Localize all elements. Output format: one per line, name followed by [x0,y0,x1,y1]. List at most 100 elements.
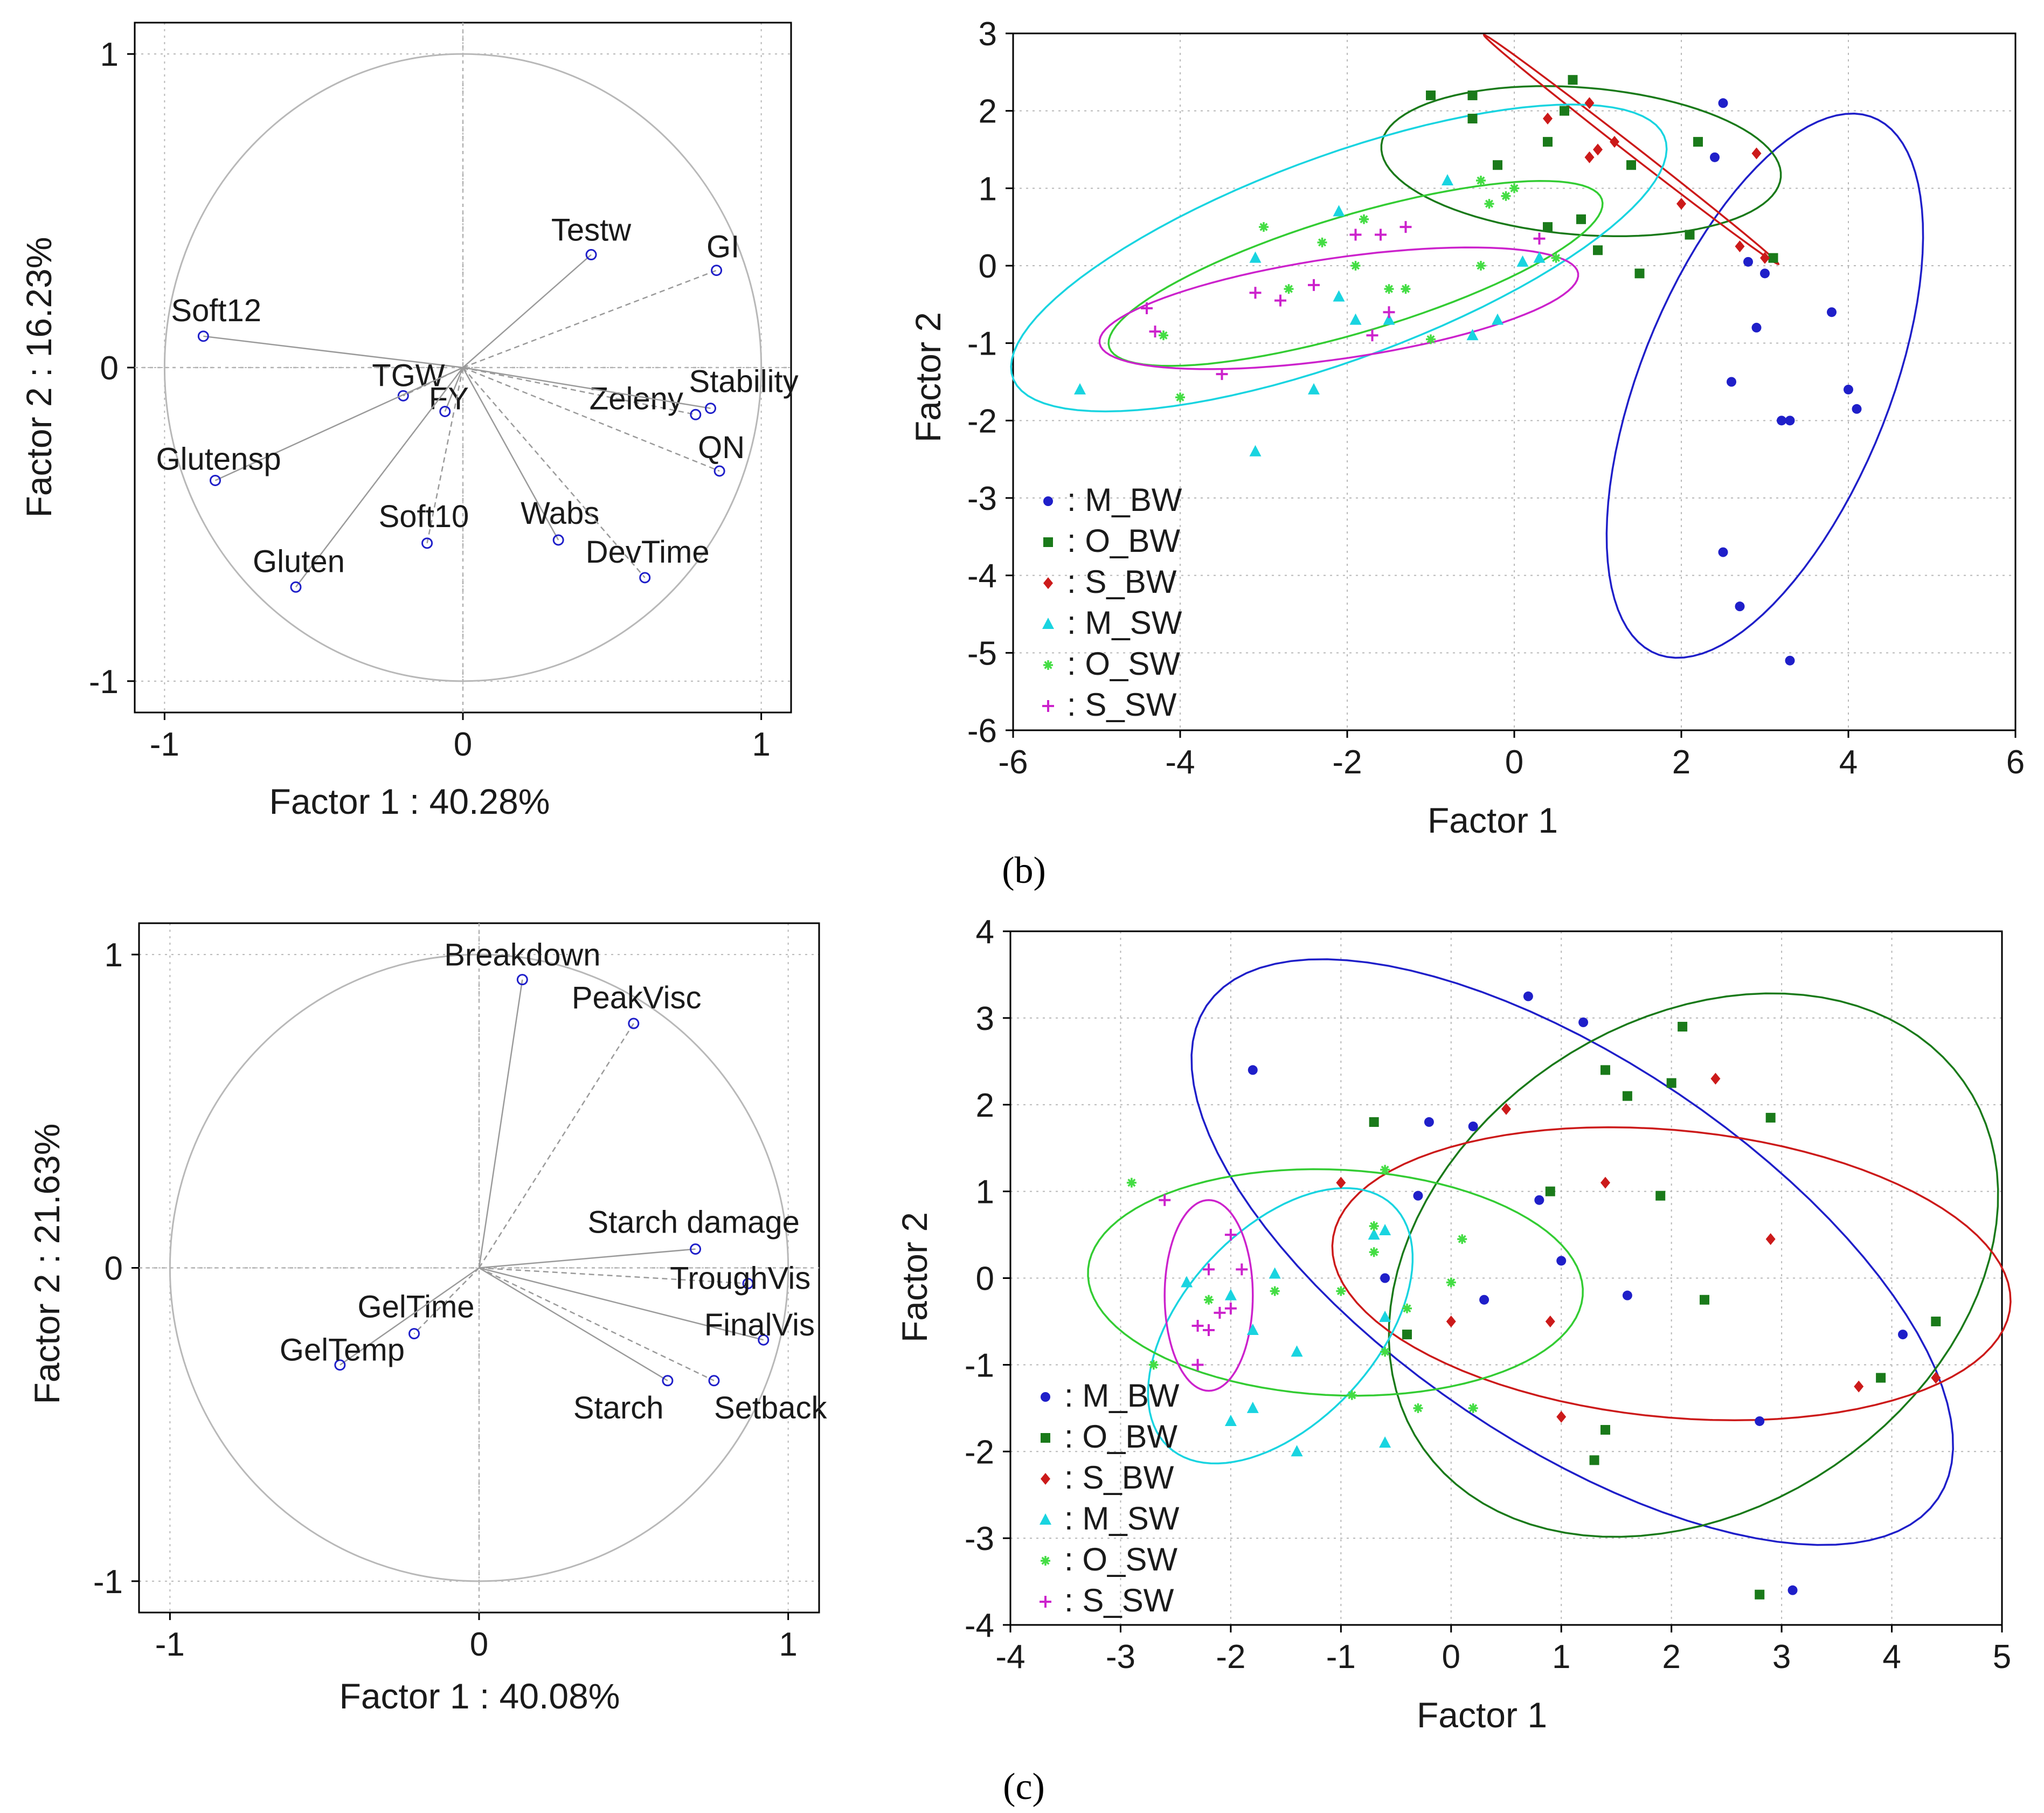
data-point [1476,261,1486,271]
x-axis-title: Factor 1 : 40.08% [339,1676,620,1716]
data-point [1854,1380,1864,1393]
variable-label: Glutensp [156,441,281,476]
data-point [1765,1233,1776,1245]
data-point [1380,1165,1390,1175]
y-tick-label: -2 [965,1434,994,1471]
data-point [1317,237,1327,247]
x-tick-label: 0 [1442,1638,1460,1676]
data-point [1204,1295,1214,1305]
data-point [1359,214,1369,224]
loading-vector [478,979,523,1268]
loading-vector [462,367,646,578]
y-tick-label: 1 [979,170,997,207]
data-point [1610,136,1619,148]
loading-vector [462,254,592,368]
data-point [1545,1315,1555,1327]
loading-point [713,465,725,477]
data-point [1568,75,1578,85]
data-point [1476,175,1486,185]
data-point [1931,1316,1941,1326]
data-point [1533,251,1546,263]
x-tick-label: -4 [995,1638,1025,1676]
data-point [1777,416,1786,426]
data-point [1379,1436,1391,1448]
loading-vector [444,367,464,412]
data-point [1600,1177,1610,1189]
correlation-circle [169,953,789,1582]
legend-label: : S_BW [1064,1459,1174,1496]
data-point [1224,1414,1237,1426]
x-tick-label: -6 [998,744,1028,781]
data-point [1442,174,1453,185]
data-point [1760,268,1770,279]
loading-point [552,534,564,546]
data-point [1626,160,1636,170]
data-point [1291,1445,1303,1457]
data-point [1876,1373,1886,1383]
data-point [1333,205,1345,217]
data-point [1457,1234,1467,1244]
data-point [1678,1021,1688,1032]
data-point [1214,1306,1226,1319]
data-point [1043,660,1053,670]
legend-label: : O_BW [1067,523,1180,559]
data-point [1600,1065,1610,1075]
data-point [1216,368,1228,380]
data-point [1424,1117,1434,1127]
data-point [1224,1229,1237,1241]
loading-vector [339,1267,480,1366]
data-point [1768,253,1778,263]
loading-vector [479,1267,764,1341]
confidence-ellipse [1163,1199,1254,1392]
data-point [1501,1103,1511,1115]
data-point [1516,255,1529,267]
data-point [1203,1263,1215,1276]
data-point [1040,1513,1051,1525]
confidence-ellipse [1605,113,1924,659]
data-point [1543,222,1553,232]
y-tick-label: -6 [967,712,997,750]
confidence-ellipse [1098,246,1579,370]
x-tick-label: 2 [1662,1638,1680,1676]
loading-point [628,1018,640,1029]
loading-point [516,974,528,986]
y-tick-label: 0 [100,350,119,387]
data-point [1041,1556,1050,1566]
data-point [1492,313,1503,325]
variable-label: GI [706,230,739,265]
confidence-ellipse [1388,992,1999,1538]
data-point [1040,1596,1051,1608]
data-point [1413,1191,1423,1201]
variable-label: QN [698,430,745,465]
variable-label: Starch damage [588,1205,800,1240]
data-point [1545,1186,1555,1196]
data-point [1593,245,1603,255]
data-point [1666,1078,1676,1088]
data-point [1369,1117,1379,1127]
data-point [1466,329,1479,341]
data-point [1560,106,1569,116]
variable-label: DevTime [586,535,710,570]
x-tick-label: -1 [155,1626,185,1663]
y-tick-label: -5 [967,635,997,672]
data-point [1249,445,1262,456]
y-tick-label: -2 [967,403,997,440]
data-point [1551,253,1561,263]
data-point [1765,1112,1776,1123]
legend-label: : O_SW [1064,1541,1177,1577]
x-tick-label: 2 [1672,744,1690,781]
y-tick-label: 0 [976,1261,994,1298]
loading-point [690,409,702,420]
data-point [1042,700,1054,712]
legend-label: : O_SW [1067,646,1180,682]
chart-panel-scores-b: -6 -4 -2 0 2 4 6 3 2 1 0 -1 -2 -3 -4 -5 -6 Factor 1 Factor… [908,16,2025,840]
loading-point [742,1278,754,1290]
data-point [1718,547,1728,557]
data-point [1484,199,1494,209]
chart-panel-loading-2: -1 0 1 1 0 -1 Factor 1 : 40.08% Factor 2 : 21.6… [27,922,828,1716]
loading-vector [295,367,463,588]
data-point [1401,284,1411,294]
data-point [1347,1390,1357,1400]
data-point [1785,655,1795,666]
data-point [1349,229,1362,241]
